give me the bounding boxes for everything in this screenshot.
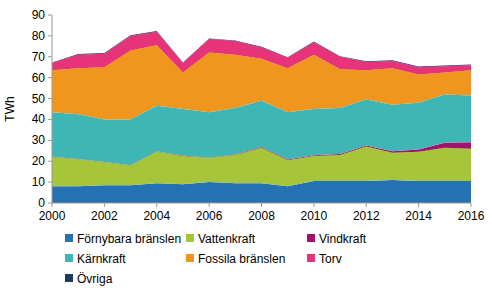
- legend-swatch: [65, 254, 73, 262]
- area: [52, 32, 471, 75]
- y-tick-label: 60: [32, 71, 46, 85]
- legend-label: Kärnkraft: [77, 252, 126, 266]
- areas: [52, 31, 471, 203]
- x-tick: [366, 203, 367, 207]
- legend-label: Vattenkraft: [198, 232, 256, 246]
- y-tick-label: 70: [32, 50, 46, 64]
- x-tick-label: 2016: [458, 209, 485, 223]
- legend-swatch: [307, 254, 315, 262]
- y-tick: [48, 182, 52, 183]
- y-tick-label: 0: [38, 196, 45, 210]
- y-tick: [48, 77, 52, 78]
- x-tick: [52, 203, 53, 207]
- y-tick-label: 40: [32, 112, 46, 126]
- x-tick-label: 2012: [353, 209, 380, 223]
- legend-label: Vindkraft: [319, 232, 367, 246]
- y-tick-label: 90: [32, 8, 46, 22]
- x-tick: [156, 203, 157, 207]
- y-tick: [48, 119, 52, 120]
- y-tick: [48, 161, 52, 162]
- legend-swatch: [186, 254, 194, 262]
- x-tick-label: 2010: [301, 209, 328, 223]
- x-tick: [104, 203, 105, 207]
- x-tick: [261, 203, 262, 207]
- y-axis-label: TWh: [3, 96, 17, 121]
- y-tick-label: 80: [32, 29, 46, 43]
- x-tick: [313, 203, 314, 207]
- x-tick-label: 2014: [405, 209, 432, 223]
- legend-swatch: [186, 234, 194, 242]
- x-tick: [418, 203, 419, 207]
- legend-swatch: [307, 234, 315, 242]
- x-tick-label: 2000: [39, 209, 66, 223]
- y-tick-label: 20: [32, 154, 46, 168]
- legend-label: Förnybara bränslen: [77, 232, 181, 246]
- legend-label: Torv: [319, 252, 342, 266]
- legend-swatch: [65, 274, 73, 282]
- x-tick: [209, 203, 210, 207]
- y-tick: [48, 56, 52, 57]
- x-tick-label: 2006: [196, 209, 223, 223]
- y-tick: [48, 15, 52, 16]
- area: [52, 31, 471, 67]
- y-tick: [48, 140, 52, 141]
- y-tick: [48, 203, 52, 204]
- y-tick: [48, 98, 52, 99]
- x-tick: [471, 203, 472, 207]
- x-tick-label: 2004: [143, 209, 170, 223]
- legend-swatch: [65, 234, 73, 242]
- legend-label: Övriga: [77, 272, 113, 286]
- y-tick-label: 10: [32, 175, 46, 189]
- y-tick: [48, 35, 52, 36]
- x-tick-label: 2008: [248, 209, 275, 223]
- legend: Förnybara bränslen Vattenkraft Vindkraft Kä…: [65, 232, 367, 286]
- y-tick-label: 50: [32, 92, 46, 106]
- x-tick-label: 2002: [91, 209, 118, 223]
- legend-label: Fossila bränslen: [198, 252, 285, 266]
- y-axis: [52, 15, 53, 203]
- y-tick-label: 30: [32, 133, 46, 147]
- chart: 0 10 20 30 40 50 60 70 80 90 2000 2002 2004 2006 2008 2…: [0, 0, 492, 302]
